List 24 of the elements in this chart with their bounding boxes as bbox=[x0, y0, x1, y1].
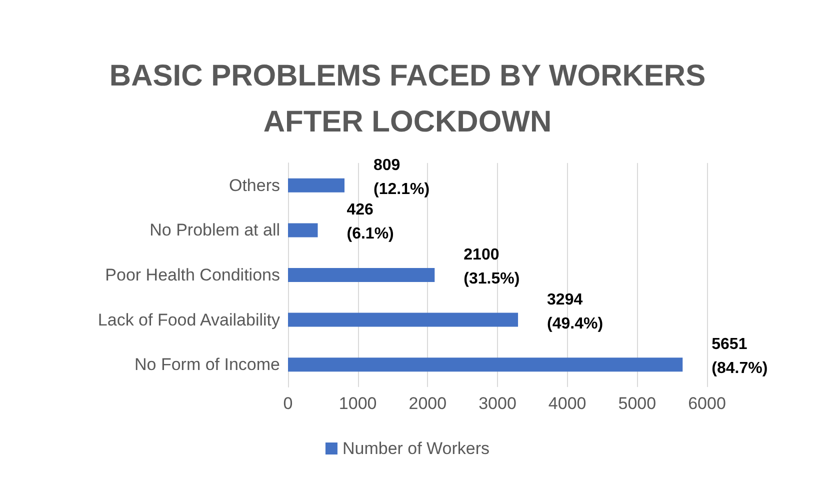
x-tick-label: 1000 bbox=[338, 394, 377, 413]
bar bbox=[288, 268, 435, 282]
y-tick-label: Lack of Food Availability bbox=[98, 310, 280, 330]
data-label: 3294 (49.4%) bbox=[547, 291, 604, 332]
data-label: 5651 (84.7%) bbox=[712, 336, 768, 378]
bar bbox=[288, 178, 344, 192]
x-tick-label: 2000 bbox=[408, 394, 447, 413]
x-tick-label: 0 bbox=[283, 394, 293, 413]
x-tick-label: 5000 bbox=[618, 394, 656, 413]
chart-title: BASIC PROBLEMS FACED BY WORKERS AFTER LOCKDOWN bbox=[109, 60, 706, 138]
data-label: 2100 (31.5%) bbox=[464, 246, 520, 288]
x-tick-label: 6000 bbox=[688, 394, 726, 413]
y-tick-label: No Form of Income bbox=[134, 355, 280, 374]
bar bbox=[288, 312, 518, 327]
x-tick-label: 4000 bbox=[548, 394, 586, 413]
bar bbox=[288, 223, 318, 238]
x-tick-label: 3000 bbox=[478, 394, 516, 413]
y-tick-label: Others bbox=[228, 176, 280, 195]
data-label: 809 (12.1%) bbox=[373, 156, 430, 198]
legend-label: Number of Workers bbox=[342, 439, 490, 458]
bar bbox=[288, 358, 683, 372]
data-label: 426 (6.1%) bbox=[346, 202, 394, 243]
y-tick-label: Poor Health Conditions bbox=[105, 266, 280, 284]
y-tick-label: No Problem at all bbox=[150, 220, 280, 240]
